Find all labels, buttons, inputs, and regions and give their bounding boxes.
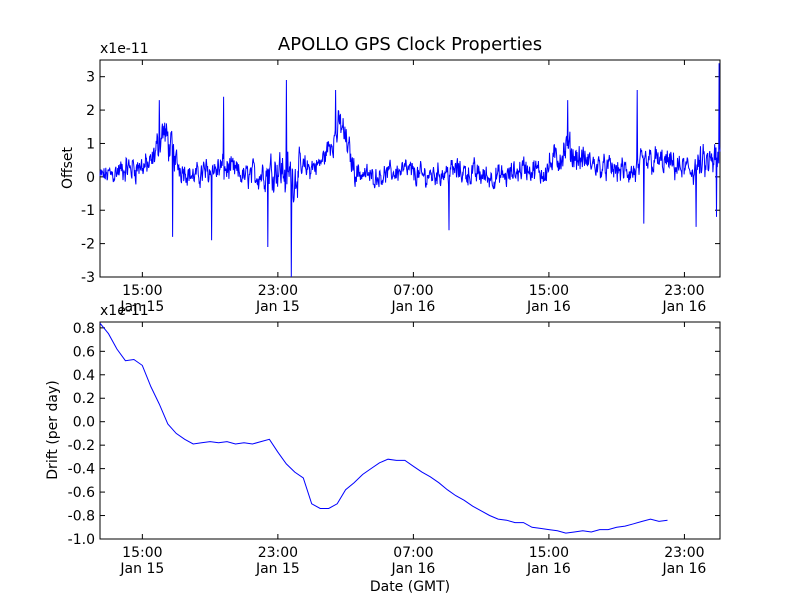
x-tick-label-time: 15:00: [122, 545, 162, 561]
x-tick-label-date: Jan 15: [255, 299, 300, 315]
y-tick-label: -0.8: [68, 509, 95, 525]
x-tick-label-date: Jan 16: [661, 299, 706, 315]
x-tick-label-time: 23:00: [664, 283, 704, 299]
y-tick-label: -2: [81, 237, 95, 253]
offset-exponent-label: x1e-11: [100, 41, 149, 57]
chart-title: APOLLO GPS Clock Properties: [278, 34, 542, 55]
y-tick-label: 3: [86, 70, 95, 86]
x-tick-label-date: Jan 16: [526, 299, 571, 315]
drift-ticks: 0.8 0.6 0.4 0.2 0.0 -0.2 -0.4 -0.6 -0.8 -1.0 15:00…: [68, 321, 720, 577]
x-tick-label-date: Jan 16: [526, 561, 571, 577]
drift-exponent-label: x1e-11: [100, 303, 149, 319]
offset-series: [99, 63, 721, 278]
offset-plot-area: [99, 59, 721, 278]
x-tick-label-time: 15:00: [529, 283, 569, 299]
x-tick-label-time: 23:00: [258, 283, 298, 299]
x-tick-label-date: Jan 16: [390, 299, 435, 315]
x-tick-label-time: 23:00: [258, 545, 298, 561]
x-tick-label-date: Jan 15: [119, 561, 164, 577]
y-tick-label: -0.4: [68, 462, 95, 478]
drift-plot-area: [99, 321, 721, 540]
offset-series-line: [99, 63, 721, 278]
x-tick-label-date: Jan 16: [661, 561, 706, 577]
x-axis-label: Date (GMT): [370, 579, 450, 595]
x-tick-label-time: 15:00: [529, 545, 569, 561]
drift-y-axis-label: Drift (per day): [45, 380, 61, 479]
y-tick-label: 0.0: [73, 415, 95, 431]
y-tick-label: 1: [86, 136, 95, 152]
x-tick-label-date: Jan 15: [255, 561, 300, 577]
y-tick-label: -3: [81, 270, 95, 286]
y-tick-label: 0.2: [73, 391, 95, 407]
y-tick-label: -1: [81, 203, 95, 219]
y-tick-label: -0.6: [68, 485, 95, 501]
x-tick-label-time: 07:00: [393, 545, 433, 561]
y-tick-label: 2: [86, 103, 95, 119]
offset-y-axis-label: Offset: [60, 146, 76, 189]
x-tick-label-date: Jan 15: [119, 299, 164, 315]
x-tick-label-date: Jan 16: [390, 561, 435, 577]
x-tick-label-time: 23:00: [664, 545, 704, 561]
y-tick-label: 0.4: [73, 368, 95, 384]
y-tick-label: -0.2: [68, 438, 95, 454]
x-tick-label-time: 15:00: [122, 283, 162, 299]
drift-panel: 0.8 0.6 0.4 0.2 0.0 -0.2 -0.4 -0.6 -0.8 -1.0 15:00…: [45, 303, 721, 595]
y-tick-label: -1.0: [68, 532, 95, 548]
drift-series-line: [99, 322, 668, 534]
y-tick-label: 0.8: [73, 321, 95, 337]
y-tick-label: 0.6: [73, 344, 95, 360]
x-tick-label-time: 07:00: [393, 283, 433, 299]
drift-series: [99, 322, 668, 534]
y-tick-label: 0: [86, 170, 95, 186]
